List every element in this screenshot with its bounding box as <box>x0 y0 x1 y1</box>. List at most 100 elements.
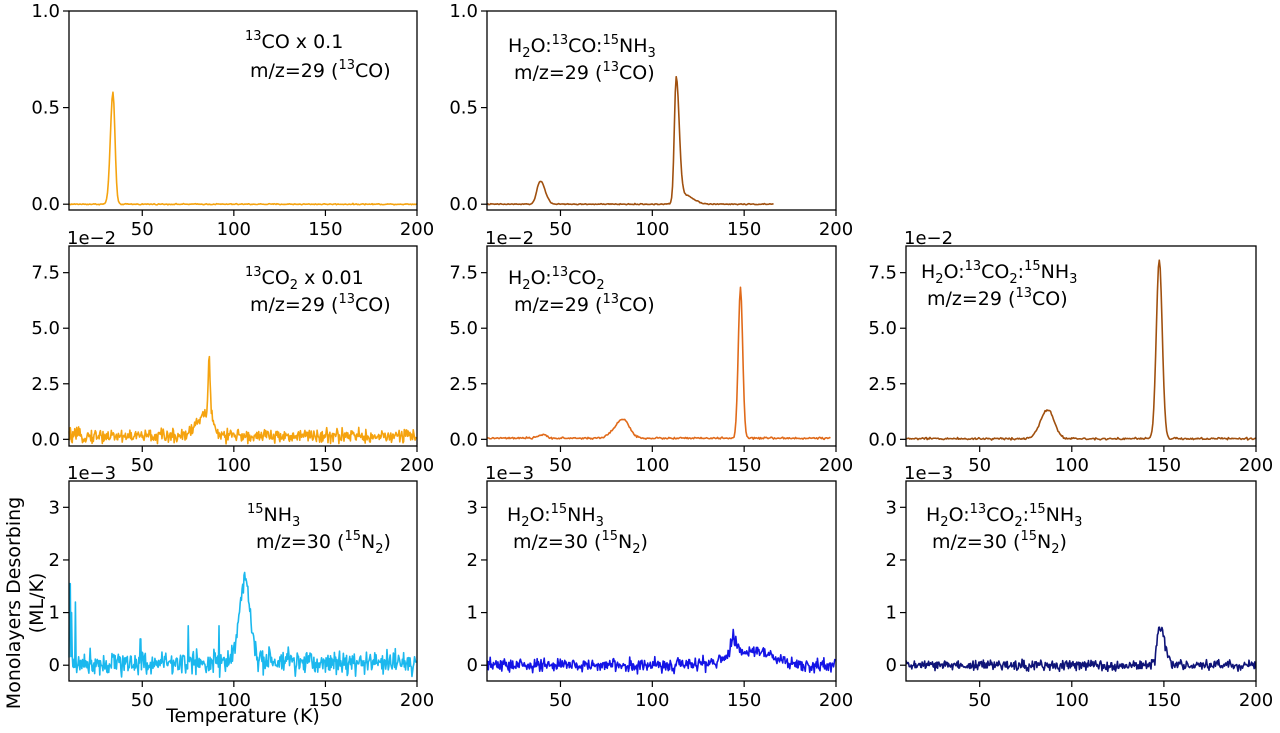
x-tick-label: 50 <box>131 219 154 240</box>
x-tick-label: 100 <box>635 219 669 240</box>
y-tick-label: 0 <box>49 655 60 676</box>
y-tick-label: 2.5 <box>31 374 60 395</box>
y-scale-exponent-label: 1e−2 <box>67 228 116 249</box>
x-tick-label: 200 <box>1239 455 1273 476</box>
panel-13co2: 13CO2 x 0.01 m/z=29 (13CO) <box>245 265 391 316</box>
y-tick-label: 0 <box>886 655 897 676</box>
panel-h2o-13co2-15nh3-mz29: H2O:13CO2:15NH3 m/z=29 (13CO) <box>921 259 1077 310</box>
plot-frame <box>486 245 837 447</box>
x-tick-label: 50 <box>131 455 154 476</box>
plot-frame <box>486 480 837 682</box>
panel-h2o-13co-15nh3: H2O:13CO:15NH3 m/z=29 (13CO) <box>508 33 656 84</box>
plot-frame <box>486 10 837 211</box>
y-axis-label-line1: Monolayers Desorbing <box>3 497 25 709</box>
x-tick-label: 50 <box>968 455 991 476</box>
x-tick-label: 200 <box>400 690 434 711</box>
x-tick-label: 50 <box>549 219 572 240</box>
panel-annotation-line2: m/z=30 (15N2) <box>932 529 1067 557</box>
panel-annotation-line2: m/z=29 (13CO) <box>514 292 655 316</box>
x-tick-label: 150 <box>1147 455 1181 476</box>
x-tick-label: 150 <box>727 219 761 240</box>
y-tick-label: 7.5 <box>868 263 897 284</box>
chart-p8: 50 100 150 200 0 1 2 3 1e−3 <box>886 463 1274 711</box>
data-series-line <box>69 92 417 205</box>
chart-p6: 50 100 150 200 0 1 2 3 1e−3 <box>49 463 435 711</box>
chart-p2: 50 100 150 200 0.0 0.5 1.0 <box>449 1 853 240</box>
x-tick-label: 50 <box>549 455 572 476</box>
y-scale-exponent-label: 1e−3 <box>485 463 534 484</box>
chart-p5: 50 100 150 200 0.0 2.5 5.0 7.5 1e−2 <box>868 228 1273 476</box>
data-series-line <box>906 260 1256 440</box>
panel-annotation-line2: m/z=29 (13CO) <box>514 60 655 84</box>
panel-13co: 13CO x 0.1 m/z=29 (13CO) <box>245 29 391 82</box>
y-tick-label: 1 <box>467 603 478 624</box>
y-tick-label: 1 <box>49 603 60 624</box>
data-series-line <box>906 627 1255 671</box>
y-tick-label: 2 <box>886 550 897 571</box>
y-tick-label: 5.0 <box>31 318 60 339</box>
data-series-line <box>487 629 835 674</box>
y-tick-label: 0.0 <box>449 194 478 215</box>
data-series-line <box>69 572 416 677</box>
x-tick-label: 200 <box>819 690 853 711</box>
x-tick-label: 100 <box>635 690 669 711</box>
y-tick-label: 7.5 <box>449 263 478 284</box>
panel-annotation-line1: 13CO x 0.1 <box>245 29 343 53</box>
data-series-line <box>487 77 774 205</box>
y-tick-label: 0.0 <box>31 429 60 450</box>
data-series-line <box>487 287 830 439</box>
x-tick-label: 150 <box>727 455 761 476</box>
plot-frame <box>68 245 418 447</box>
chart-p3: 50 100 150 200 0.0 2.5 5.0 7.5 1e−2 <box>31 228 434 476</box>
y-tick-label: 1.0 <box>31 1 60 22</box>
y-tick-label: 0.0 <box>868 429 897 450</box>
x-tick-label: 100 <box>217 455 251 476</box>
plot-frame <box>905 245 1257 447</box>
panel-annotation-line1: H2O:13CO2:15NH3 <box>921 259 1077 287</box>
chart-p1: 50 100 150 200 0.0 0.5 1.0 <box>31 1 434 240</box>
panel-annotation-line1: H2O:13CO2 <box>508 265 605 293</box>
panel-h2o-13co2-15nh3-mz30: H2O:13CO2:15NH3 m/z=30 (15N2) <box>926 502 1082 557</box>
y-tick-label: 3 <box>886 497 897 518</box>
y-tick-label: 5.0 <box>449 318 478 339</box>
panel-annotation-line1: H2O:15NH3 <box>507 502 604 530</box>
y-tick-label: 2.5 <box>868 374 897 395</box>
y-tick-label: 3 <box>49 497 60 518</box>
plot-frame <box>68 10 418 211</box>
y-tick-label: 1 <box>886 603 897 624</box>
x-tick-label: 200 <box>819 455 853 476</box>
panel-15nh3: 15NH3 m/z=30 (15N2) <box>247 502 391 557</box>
y-tick-label: 2.5 <box>449 374 478 395</box>
panel-annotation-line2: m/z=29 (13CO) <box>250 292 391 316</box>
y-tick-label: 0.0 <box>449 429 478 450</box>
panel-annotation-line1: H2O:13CO:15NH3 <box>508 33 656 61</box>
panel-annotation-line1: H2O:13CO2:15NH3 <box>926 502 1082 530</box>
y-scale-exponent-label: 1e−2 <box>904 228 953 249</box>
y-scale-exponent-label: 1e−3 <box>67 463 116 484</box>
x-axis-label: Temperature (K) <box>165 705 320 727</box>
x-tick-label: 200 <box>400 455 434 476</box>
y-scale-exponent-label: 1e−2 <box>485 228 534 249</box>
y-tick-label: 3 <box>467 497 478 518</box>
y-tick-label: 0 <box>467 655 478 676</box>
y-tick-label: 0.0 <box>31 194 60 215</box>
x-tick-label: 200 <box>400 219 434 240</box>
x-tick-label: 100 <box>1055 455 1089 476</box>
panel-annotation-line2: m/z=29 (13CO) <box>927 286 1068 310</box>
panel-annotation-line2: m/z=30 (15N2) <box>513 529 648 557</box>
x-tick-label: 100 <box>635 455 669 476</box>
x-tick-label: 50 <box>131 690 154 711</box>
plot-frame <box>905 480 1257 682</box>
y-tick-label: 0.5 <box>449 98 478 119</box>
y-tick-label: 2 <box>467 550 478 571</box>
x-tick-label: 150 <box>727 690 761 711</box>
x-tick-label: 150 <box>308 455 342 476</box>
y-tick-label: 5.0 <box>868 318 897 339</box>
data-series-line <box>69 357 416 444</box>
x-tick-label: 50 <box>968 690 991 711</box>
chart-p4: 50 100 150 200 0.0 2.5 5.0 7.5 1e−2 <box>449 228 853 476</box>
panel-annotation-line1: 15NH3 <box>247 502 300 530</box>
y-scale-exponent-label: 1e−3 <box>904 463 953 484</box>
panel-annotation-line2: m/z=29 (13CO) <box>250 58 391 82</box>
